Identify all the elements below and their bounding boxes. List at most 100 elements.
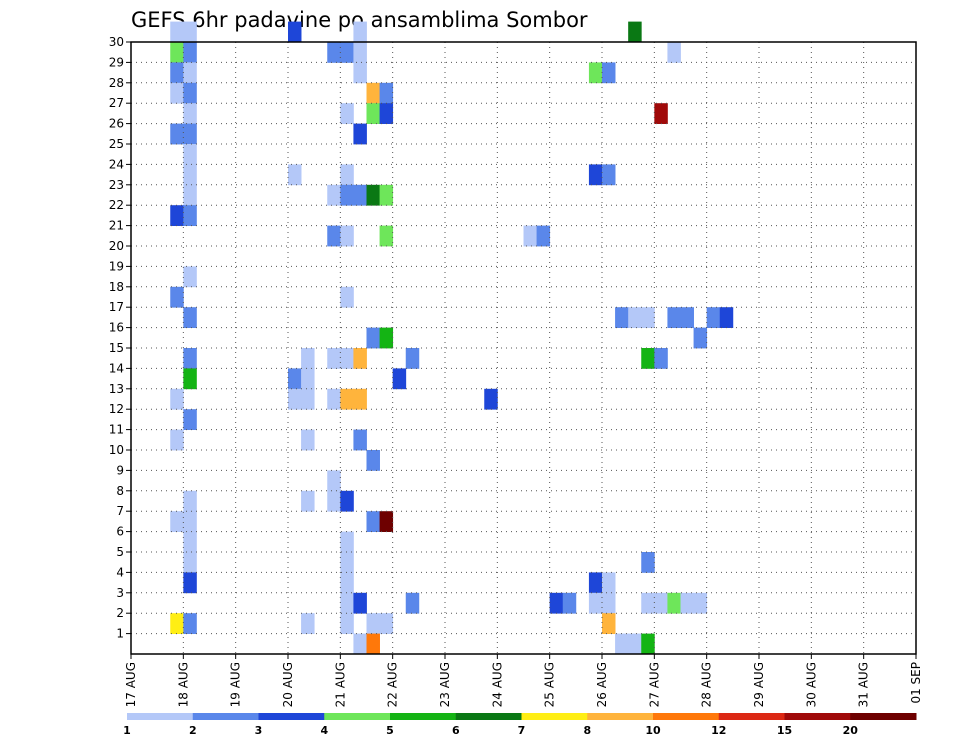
colorbar-swatch [653, 713, 720, 720]
heatmap-cell [183, 266, 197, 288]
y-tick-label: 5 [116, 545, 124, 559]
heatmap-cell [170, 613, 184, 634]
colorbar-label: 10 [645, 724, 661, 737]
x-tick-label: 01 SEP [909, 662, 923, 704]
x-tick-label: 31 AUG [857, 662, 871, 707]
heatmap-cell [615, 307, 629, 328]
heatmap-cell [667, 42, 681, 63]
heatmap-cell [602, 613, 616, 634]
heatmap-cell [327, 42, 341, 63]
heatmap-cell [719, 307, 734, 328]
heatmap-cell [628, 21, 642, 43]
cells-layer [170, 21, 734, 655]
y-tick-label: 26 [109, 117, 124, 131]
y-tick-label: 6 [116, 525, 124, 539]
heatmap-cell [562, 592, 577, 614]
heatmap-cell [366, 633, 380, 655]
colorbar-legend: 1 2 3 4 5 6 7 8 10 12 15 20 [123, 713, 917, 737]
heatmap-cell [327, 225, 341, 247]
heatmap-cell [379, 327, 394, 349]
heatmap-cell [588, 572, 603, 594]
heatmap-cell [183, 205, 197, 226]
heatmap-cell [615, 633, 629, 655]
x-tick-label: 28 AUG [700, 662, 714, 707]
heatmap-cell [602, 164, 616, 186]
heatmap-cell [183, 490, 197, 512]
y-tick-label: 20 [109, 239, 124, 253]
heatmap-cell [379, 103, 394, 124]
heatmap-cell [693, 592, 708, 614]
y-tick-label: 11 [109, 423, 124, 437]
heatmap-cell [183, 552, 197, 573]
heatmap-cell [340, 286, 354, 308]
heatmap-cell [654, 348, 668, 369]
y-axis: 1234567891011121314151617181920212223242… [109, 35, 131, 641]
y-tick-label: 8 [116, 484, 124, 498]
x-tick-label: 17 AUG [124, 662, 138, 707]
heatmap-cell [170, 286, 184, 308]
heatmap-cell [301, 368, 315, 390]
heatmap-cell [183, 62, 197, 84]
x-tick-label: 22 AUG [386, 662, 400, 707]
heatmap-cell [392, 368, 407, 390]
heatmap-cell [327, 348, 341, 369]
heatmap-cell [654, 103, 668, 124]
heatmap-cell [366, 82, 380, 104]
heatmap-cell [379, 82, 394, 104]
heatmap-cell [340, 388, 354, 410]
heatmap-cell [183, 184, 197, 206]
heatmap-cell [170, 21, 184, 43]
y-tick-label: 7 [116, 504, 124, 518]
heatmap-cell [340, 348, 354, 369]
colorbar-swatch [127, 713, 194, 720]
x-axis: 17 AUG 18 AUG 19 AUG 20 AUG 21 AUG 22 AUG 23 A… [124, 654, 923, 707]
heatmap-cell [366, 103, 380, 124]
x-tick-label: 27 AUG [647, 662, 661, 707]
y-tick-label: 3 [116, 586, 124, 600]
heatmap-cell [405, 592, 420, 614]
y-tick-label: 27 [109, 96, 124, 110]
y-tick-label: 16 [109, 321, 124, 335]
heatmap-cell [379, 613, 394, 634]
heatmap-cell [340, 531, 354, 553]
colorbar-label: 5 [386, 724, 394, 737]
heatmap-cell [170, 205, 184, 226]
x-tick-label: 23 AUG [438, 662, 452, 707]
heatmap-cell [183, 531, 197, 553]
heatmap-cell [641, 348, 655, 369]
y-tick-label: 10 [109, 443, 124, 457]
heatmap-cell [183, 82, 197, 104]
x-tick-label: 25 AUG [543, 662, 557, 707]
plot-frame [130, 41, 917, 655]
y-tick-label: 30 [109, 35, 124, 49]
heatmap-cell [366, 450, 380, 471]
heatmap-cell [327, 184, 341, 206]
heatmap-cell [170, 511, 184, 532]
heatmap-cell [183, 103, 197, 124]
heatmap-cell [523, 225, 537, 247]
heatmap-cell [340, 42, 354, 63]
heatmap-cell [353, 388, 367, 410]
heatmap-cell [353, 42, 367, 63]
heatmap-cell [680, 592, 694, 614]
x-tick-label: 24 AUG [490, 662, 504, 707]
colorbar-swatch [850, 713, 917, 720]
heatmap-cell [680, 307, 694, 328]
colorbar-swatch [192, 713, 259, 720]
heatmap-cell [641, 552, 655, 573]
colorbar-label: 15 [777, 724, 792, 737]
colorbar-label: 20 [843, 724, 859, 737]
heatmap-cell [340, 552, 354, 573]
grid-layer [131, 42, 916, 654]
heatmap-cell [327, 388, 341, 410]
heatmap-cell [183, 42, 197, 63]
heatmap-cell [183, 123, 197, 145]
heatmap-cell [641, 592, 655, 614]
heatmap-cell [628, 307, 642, 328]
heatmap-cell [170, 123, 184, 145]
heatmap-cell [170, 82, 184, 104]
heatmap-cell [340, 103, 354, 124]
heatmap-cell [353, 429, 367, 451]
heatmap-cell [602, 572, 616, 594]
heatmap-cell [588, 592, 603, 614]
